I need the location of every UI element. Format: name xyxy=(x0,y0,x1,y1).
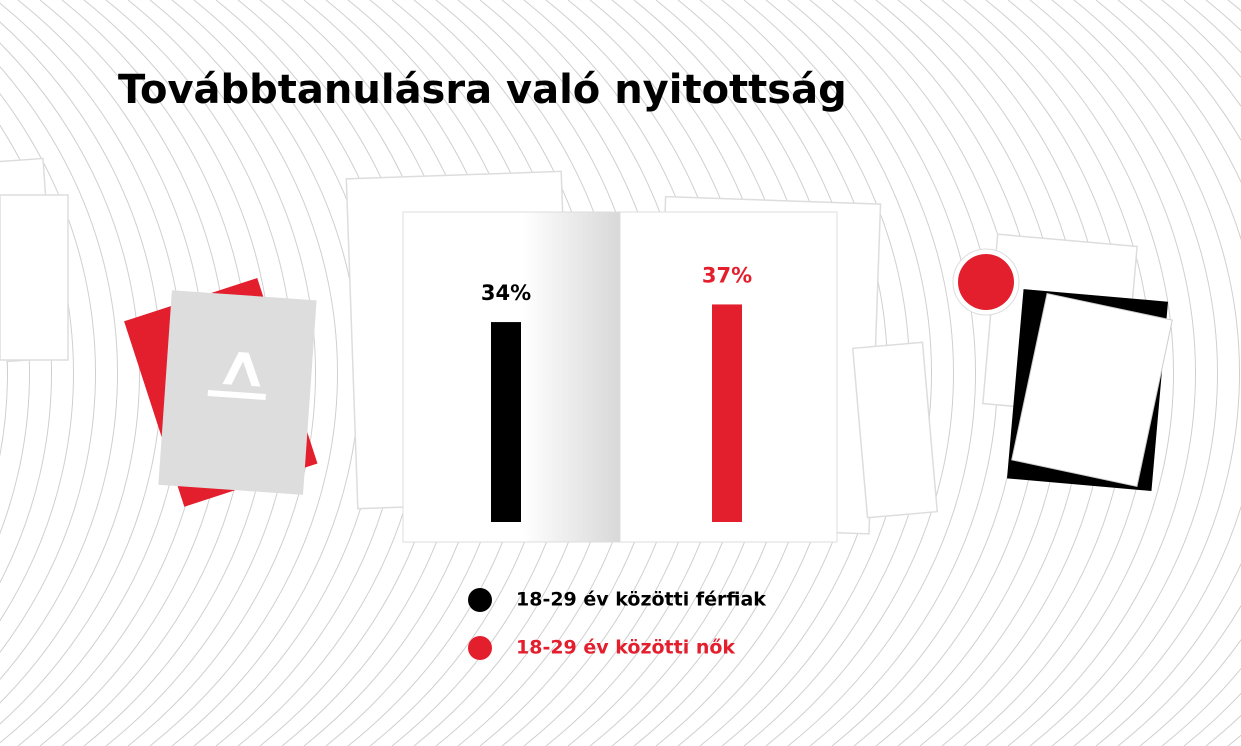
wave-line xyxy=(0,162,52,584)
wave-line xyxy=(743,0,932,746)
legend-marker xyxy=(468,636,492,660)
wave-line xyxy=(1073,0,1241,746)
bar xyxy=(712,304,742,522)
wave-line xyxy=(0,42,140,704)
legend-label: 18-29 év közötti férfiak xyxy=(516,589,766,611)
wave-line xyxy=(1029,0,1218,746)
wave-line xyxy=(765,0,954,746)
value-label: 37% xyxy=(702,263,752,287)
wave-line xyxy=(149,0,338,746)
wave-line xyxy=(1095,0,1241,746)
chart-title: Továbbtanulásra való nyitottság xyxy=(118,67,847,113)
wave-line xyxy=(0,124,74,622)
wave-line xyxy=(1183,0,1241,746)
wave-line xyxy=(0,93,96,653)
decorations xyxy=(0,157,1173,543)
wave-line xyxy=(787,0,976,746)
wave-line xyxy=(0,66,118,680)
wave-line xyxy=(127,0,316,746)
legend-label: 18-29 év közötti nők xyxy=(516,637,735,659)
wave-line xyxy=(985,0,1174,746)
legend-marker xyxy=(468,588,492,612)
wave-line xyxy=(1117,0,1241,746)
wave-line xyxy=(1139,0,1241,746)
wave-line xyxy=(0,211,30,535)
wave-line xyxy=(1051,0,1240,746)
value-label: 34% xyxy=(481,281,531,305)
wave-line xyxy=(1007,0,1196,746)
wave-line xyxy=(0,289,8,457)
bar xyxy=(491,322,521,522)
